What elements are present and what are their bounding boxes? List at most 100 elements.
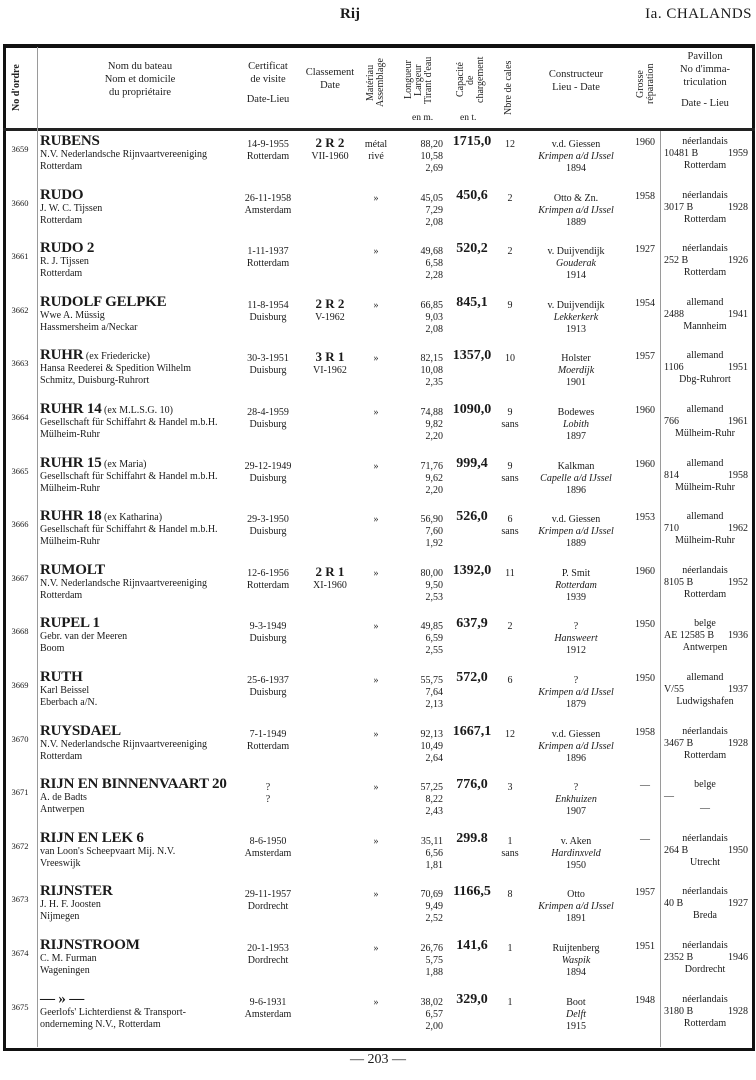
holds-count: 6	[507, 514, 513, 526]
flag-country: allemand	[686, 457, 724, 469]
header-line: Date	[320, 80, 340, 91]
header-line: triculation	[683, 77, 727, 88]
length: 38,02	[420, 996, 444, 1008]
certificate-place: Duisburg	[249, 472, 287, 484]
certificate-place: Dordrecht	[247, 955, 289, 966]
builder-cell: P. Smit Rotterdam 1939	[520, 568, 632, 604]
build-year: 1894	[566, 163, 586, 174]
major-repair: 1948	[635, 994, 655, 1006]
vessel-cell: RIJN EN BINNENVAART 20 A. de Badts Antwer…	[40, 777, 240, 816]
flag-cell: néerlandais 3017 B 1928 Rotterdam	[660, 190, 750, 226]
certificate-place: Amsterdam	[244, 847, 292, 859]
material: »	[373, 621, 379, 633]
flag-cell: allemand 1106 1951 Dbg-Ruhrort	[660, 350, 750, 386]
certificate-cell: 25-6-1937 Duisburg	[235, 675, 301, 699]
flag-cell: allemand 766 1961 Mülheim-Ruhr	[660, 404, 750, 440]
width: 10,08	[420, 365, 444, 377]
registration: 3467 B 1928	[660, 738, 750, 750]
material: »	[373, 943, 379, 954]
length: 70,69	[420, 889, 444, 901]
builder-cell: ? Hansweert 1912	[520, 621, 632, 657]
material: »	[373, 407, 379, 418]
flag-cell: néerlandais 3467 B 1928 Rotterdam	[660, 726, 750, 762]
width: 9,49	[425, 901, 444, 913]
flag-country: néerlandais	[682, 725, 728, 737]
vessel-name: RUHR 14	[40, 401, 102, 417]
registration-number: 40 B	[664, 898, 684, 910]
flag-cell: néerlandais 8105 B 1952 Rotterdam	[660, 565, 750, 601]
header-cales: Nbre de cales	[503, 60, 514, 116]
builder-name: Otto	[567, 889, 585, 901]
draught: 2,28	[425, 270, 444, 282]
vessel-cell: RUMOLT N.V. Nederlandsche Rijnvaartveree…	[40, 562, 240, 602]
header-line: chargement	[475, 56, 486, 104]
capacite-unit: en t.	[460, 113, 477, 123]
certificate-cell: 29-11-1957 Dordrecht	[235, 889, 301, 913]
flag-cell: néerlandais 40 B 1927 Breda	[660, 886, 750, 922]
vessel-cell: — » — Geerlofs' Lichterdienst & Transpor…	[40, 991, 240, 1031]
certificate-place: ?	[265, 794, 271, 806]
material-cell: »	[358, 997, 394, 1009]
material: »	[373, 192, 379, 204]
dimensions-cell: 88,20 10,58 2,69	[395, 139, 444, 175]
vessel-name: RUHR 18	[40, 508, 102, 525]
registration-number: 3180 B	[664, 1005, 694, 1017]
major-repair: 1958	[635, 726, 655, 738]
flag-cell: néerlandais 2352 B 1946 Dordrecht	[660, 940, 750, 976]
owner-line: Nijmegen	[40, 911, 80, 923]
registration-place: Rotterdam	[683, 160, 727, 171]
owner-line: Geerlofs' Lichterdienst & Transport-	[40, 1006, 186, 1018]
certificate-date: 26-11-1958	[244, 192, 292, 204]
material-cell: »	[358, 353, 394, 365]
flag-country: belge	[694, 779, 716, 791]
length: 56,90	[420, 514, 444, 526]
builder-name: Boot	[566, 996, 586, 1008]
holds-count: 2	[507, 192, 513, 204]
vessel-cell: RUPEL 1 Gebr. van der Meeren Boom	[40, 616, 240, 655]
registration-number: 252 B	[664, 255, 689, 267]
certificate-cell: ??	[235, 782, 301, 806]
material-cell: »	[358, 943, 394, 955]
classification-cell: 2 R 2 V-1962	[300, 297, 360, 324]
flag-country: belge	[694, 618, 716, 630]
material-cell: »	[358, 568, 394, 580]
registration-year: 1927	[728, 898, 748, 910]
width: 6,56	[425, 847, 444, 859]
registration-place: Mülheim-Ruhr	[675, 481, 735, 493]
header-pavillon: Pavillon No d'imma- triculation Date - L…	[660, 50, 750, 110]
material: »	[373, 460, 379, 472]
certificate-date: 9-6-1931	[249, 996, 287, 1008]
builder-name: ?	[573, 621, 579, 633]
registration: 766 1961	[660, 416, 750, 428]
material-cell: »	[358, 621, 394, 633]
builder-cell: v. Duijvendijk Lekkerkerk 1913	[520, 300, 632, 336]
owner-line: Rotterdam	[40, 589, 83, 601]
builder-name: Otto & Zn.	[553, 192, 599, 204]
width: 6,57	[425, 1008, 444, 1020]
builder-name: v. Duijvendijk	[547, 246, 605, 258]
length: 71,76	[420, 460, 444, 472]
order-number: 3665	[11, 465, 29, 476]
vessel-cell: RIJNSTROOM C. M. Furman Wageningen	[40, 938, 240, 977]
owner-line: Mülheim-Ruhr	[40, 536, 100, 548]
header-line: Nom et domicile	[104, 74, 176, 85]
capacity: 299.8	[456, 830, 488, 846]
capacity: 141,6	[456, 938, 488, 953]
owner-line: A. de Badts	[40, 792, 87, 804]
build-year: 1901	[566, 377, 586, 389]
builder-cell: Kalkman Capelle a/d IJssel 1896	[520, 461, 632, 497]
order-number: 3668	[11, 626, 29, 637]
builder-place: Krimpen a/d IJssel	[538, 526, 614, 538]
registration-place: Dordrecht	[684, 964, 726, 975]
certificate-place: Dordrecht	[247, 901, 289, 913]
flag-country: néerlandais	[682, 832, 728, 844]
header-line: Assemblage	[375, 58, 386, 108]
registration-year: 1958	[728, 469, 748, 481]
vessel-cell: RUHR (ex Friedericke) Hansa Reederei & Sp…	[40, 348, 240, 387]
vessel-name: RUDOLF GELPKE	[40, 293, 167, 310]
width: 6,58	[425, 258, 444, 270]
length: 74,88	[420, 407, 444, 418]
certificate-cell: 26-11-1958 Amsterdam	[235, 193, 301, 217]
registration-number: 3467 B	[664, 737, 694, 749]
builder-cell: Otto Krimpen a/d IJssel 1891	[520, 889, 632, 925]
